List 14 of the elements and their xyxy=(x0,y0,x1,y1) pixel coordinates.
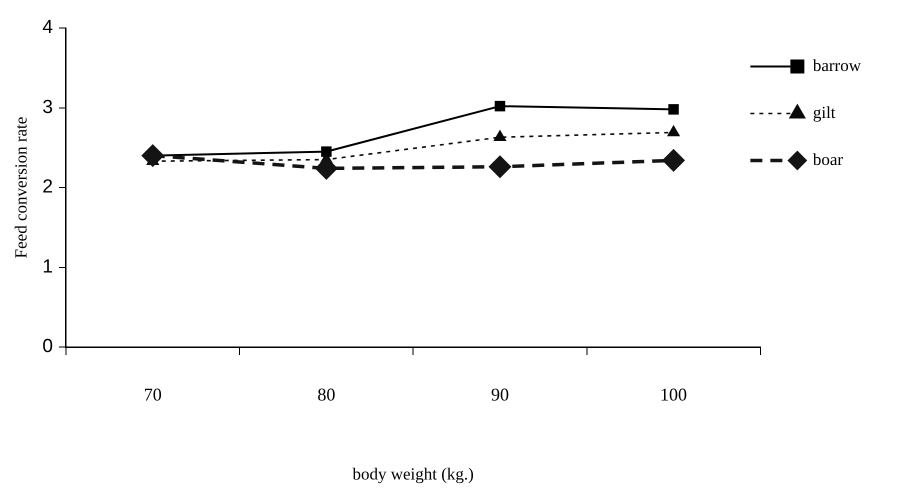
y-axis-title: Feed conversion rate xyxy=(12,116,31,258)
y-tick-label: 3 xyxy=(42,96,53,118)
y-tick-label: 1 xyxy=(42,256,53,278)
x-tick-label: 100 xyxy=(660,384,688,405)
x-tick-label: 80 xyxy=(317,384,336,405)
legend-label: boar xyxy=(812,150,844,169)
legend-label: gilt xyxy=(812,102,836,122)
y-tick-label: 4 xyxy=(42,17,54,38)
x-tick-label: 90 xyxy=(490,384,509,405)
y-tick-label: 0 xyxy=(42,336,53,358)
x-axis-title: body weight (kg.) xyxy=(352,464,474,484)
y-tick-label: 2 xyxy=(42,176,53,198)
legend-label: barrow xyxy=(812,56,862,75)
x-tick-label: 70 xyxy=(144,384,162,405)
